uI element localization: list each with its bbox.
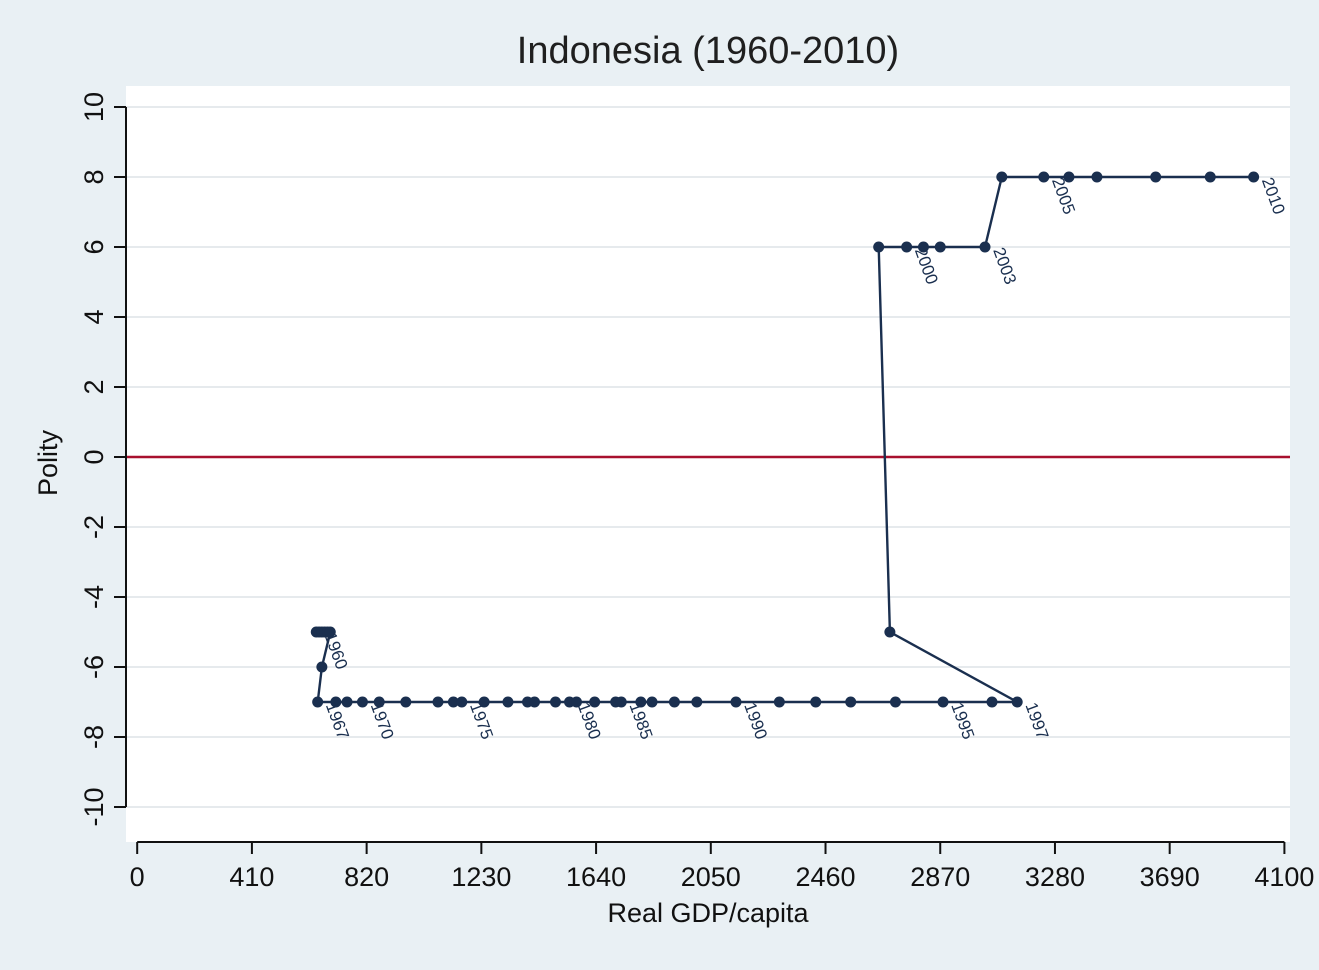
y-tick-label: 10 <box>79 92 109 122</box>
x-tick-label: 1230 <box>451 862 511 892</box>
data-points <box>310 171 1260 708</box>
y-tick-label: 8 <box>79 169 109 184</box>
data-point <box>873 241 885 253</box>
data-point <box>1204 171 1216 183</box>
y-axis: 10 8 6 4 2 0 -2 -4 -6 -8 -10 <box>79 92 127 827</box>
data-point <box>356 696 368 708</box>
data-point <box>324 626 336 638</box>
data-point <box>400 696 412 708</box>
data-point <box>773 696 785 708</box>
x-tick-label: 0 <box>130 862 145 892</box>
y-tick-label: -6 <box>79 655 109 679</box>
chart-title: Indonesia (1960-2010) <box>517 30 899 72</box>
x-tick-label: 2460 <box>795 862 855 892</box>
data-point <box>1063 171 1075 183</box>
data-point <box>730 696 742 708</box>
data-point <box>1091 171 1103 183</box>
x-tick-label: 3690 <box>1140 862 1200 892</box>
data-point <box>889 696 901 708</box>
y-tick-label: -2 <box>79 515 109 539</box>
data-point <box>1038 171 1050 183</box>
y-tick-label: 2 <box>79 379 109 394</box>
data-point <box>529 696 541 708</box>
data-point <box>986 696 998 708</box>
data-point <box>330 696 342 708</box>
data-point <box>996 171 1008 183</box>
data-point <box>917 241 929 253</box>
y-tick-label: -10 <box>79 787 109 826</box>
data-point <box>341 696 353 708</box>
data-point <box>901 241 913 253</box>
y-axis-title: Polity <box>33 429 63 496</box>
x-tick-label: 410 <box>229 862 274 892</box>
x-tick-label: 2870 <box>910 862 970 892</box>
data-point <box>502 696 514 708</box>
data-point <box>312 696 324 708</box>
data-point <box>432 696 444 708</box>
data-point <box>1248 171 1260 183</box>
data-point <box>937 696 949 708</box>
y-tick-label: 0 <box>79 449 109 464</box>
data-point <box>668 696 680 708</box>
data-point <box>570 696 582 708</box>
data-point <box>979 241 991 253</box>
data-point <box>1011 696 1023 708</box>
data-point <box>447 696 459 708</box>
y-tick-label: 6 <box>79 239 109 254</box>
data-point <box>478 696 490 708</box>
data-point <box>589 696 601 708</box>
data-point <box>615 696 627 708</box>
x-tick-label: 3280 <box>1025 862 1085 892</box>
data-point <box>456 696 468 708</box>
plot-area <box>126 86 1290 842</box>
data-point <box>1150 171 1162 183</box>
y-tick-label: -8 <box>79 725 109 749</box>
data-point <box>646 696 658 708</box>
data-point <box>316 661 328 673</box>
data-point <box>810 696 822 708</box>
data-point <box>691 696 703 708</box>
data-point <box>934 241 946 253</box>
y-tick-label: -4 <box>79 585 109 609</box>
data-point <box>884 626 896 638</box>
data-point <box>373 696 385 708</box>
y-tick-label: 4 <box>79 309 109 324</box>
data-point <box>550 696 562 708</box>
x-tick-label: 4100 <box>1254 862 1314 892</box>
x-axis-title: Real GDP/capita <box>607 898 809 928</box>
data-point <box>845 696 857 708</box>
x-axis: 0 410 820 1230 1640 2050 2460 2870 3280 3690 4100 <box>130 841 1314 892</box>
x-tick-label: 2050 <box>681 862 741 892</box>
x-tick-label: 820 <box>344 862 389 892</box>
data-point <box>635 696 647 708</box>
x-tick-label: 1640 <box>566 862 626 892</box>
